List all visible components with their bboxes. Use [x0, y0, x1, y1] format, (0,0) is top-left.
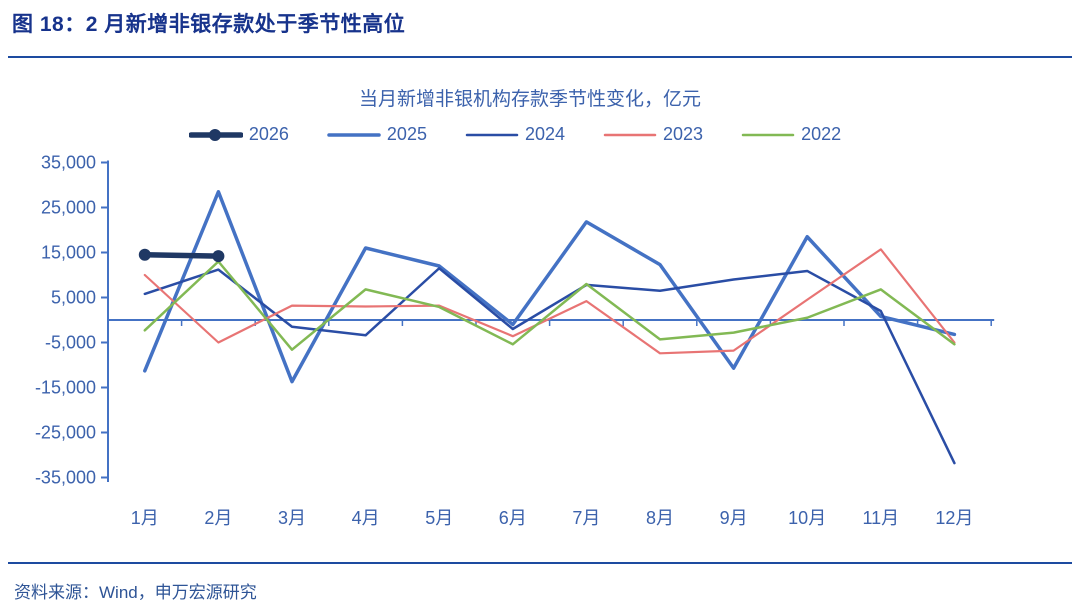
legend-item-2022: 2022 [741, 124, 841, 145]
legend-swatch-2023 [603, 133, 657, 136]
series-line-2022 [143, 260, 956, 351]
legend-swatch-2024 [465, 133, 519, 136]
legend-item-2025: 2025 [327, 124, 427, 145]
x-axis-label: 5月 [425, 508, 453, 528]
chart-title: 当月新增非银机构存款季节性变化，亿元 [358, 89, 701, 110]
x-axis-label: 4月 [352, 508, 380, 528]
x-axis-label: 2月 [204, 508, 232, 528]
legend-swatch-2022 [741, 133, 795, 136]
y-axis-tick-label: 35,000 [41, 153, 96, 173]
y-axis-tick-label: 25,000 [41, 198, 96, 218]
x-axis-label: 7月 [572, 508, 600, 528]
y-axis-tick-label: 5,000 [51, 288, 96, 308]
legend-item-2023: 2023 [603, 124, 703, 145]
bottom-divider [8, 562, 1072, 564]
legend-label-2024: 2024 [524, 124, 566, 144]
legend-label-2025: 2025 [386, 124, 427, 144]
legend-label-2022: 2022 [801, 124, 842, 144]
x-axis-label: 9月 [720, 508, 748, 528]
x-axis-label: 11月 [862, 508, 899, 528]
series-marker-2026 [138, 248, 151, 261]
legend-item-2024: 2024 [465, 124, 565, 145]
series-marker-2026 [212, 250, 225, 263]
legend-label-2026: 2026 [248, 124, 289, 144]
series-line-2025 [143, 190, 957, 384]
y-axis-tick-label: -5,000 [45, 333, 96, 353]
x-axis-label: 3月 [278, 508, 306, 528]
y-axis-tick-label: 15,000 [41, 243, 96, 263]
y-axis-tick-label: -25,000 [35, 423, 96, 443]
x-axis-label: 12月 [935, 508, 973, 528]
legend-item-2026: 2026 [188, 124, 289, 145]
x-axis-label: 10月 [788, 508, 826, 528]
series-line-2023 [143, 248, 956, 355]
x-axis-label: 8月 [646, 508, 674, 528]
series-line-2026 [142, 252, 222, 259]
source-note: 资料来源：Wind，申万宏源研究 [14, 583, 257, 602]
top-divider [8, 56, 1072, 58]
legend-swatch-2025 [327, 132, 381, 137]
figure-title: 图 18：2 月新增非银存款处于季节性高位 [12, 13, 406, 36]
chart-canvas: 35,000 25,000 15,000 5,000 -5,000 -15,000 -25,… [35, 153, 995, 528]
y-axis-tick-label: -35,000 [35, 468, 96, 488]
x-axis-label: 6月 [499, 508, 527, 528]
legend-swatch-2026 [188, 128, 243, 141]
legend-label-2023: 2023 [663, 124, 704, 144]
y-axis-tick-label: -15,000 [35, 378, 96, 398]
chart-legend: 2026 2025 2024 2023 2022 [75, 124, 955, 145]
x-axis-label: 1月 [131, 508, 159, 528]
series-line-2024 [143, 267, 956, 465]
